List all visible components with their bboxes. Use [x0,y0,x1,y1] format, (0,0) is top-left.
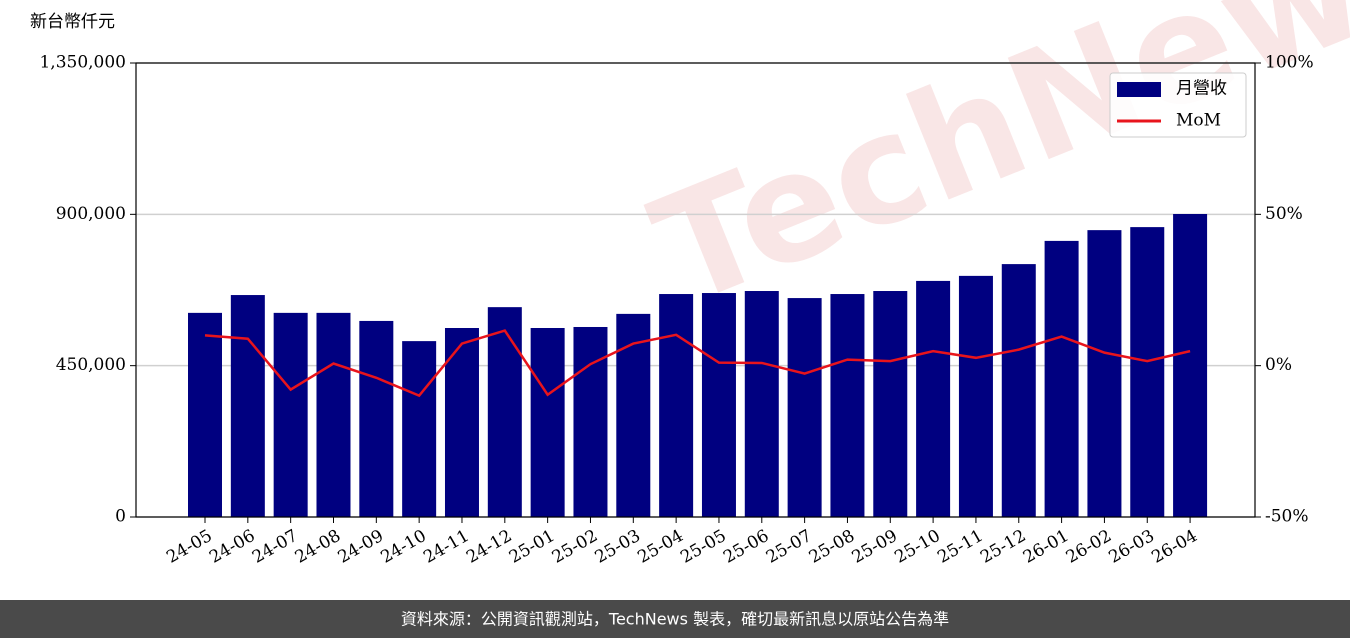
bar [1130,227,1165,517]
footer: 資料來源：公開資訊觀測站，TechNews 製表，確切最新訊息以原站公告為準 [401,610,949,629]
bar [1044,240,1079,517]
x-tick-label: 25-08 [806,526,858,568]
x-tick-label: 26-01 [1020,526,1072,568]
legend-label: MoM [1176,111,1221,131]
bar [530,328,565,517]
legend-swatch [1117,82,1161,97]
x-tick-label: 25-11 [934,526,986,568]
x-tick-label: 25-12 [977,526,1029,568]
bar [1173,213,1208,517]
x-tick-label: 24-05 [163,526,215,568]
bar [787,298,822,517]
line [204,329,1191,398]
bar [873,291,908,517]
y2-tick-label: 0% [1265,355,1292,375]
x-tick-label: 25-06 [720,526,772,568]
bar [316,312,351,517]
y2-tick-label: 100% [1265,53,1314,73]
y-tick-label: 900,000 [56,204,126,224]
x-tick-label: 24-12 [463,526,515,568]
footer-bar [0,600,1350,638]
bar [444,328,479,517]
bar [230,295,265,517]
bar [573,326,608,517]
y-tick-label: 1,350,000 [39,53,126,73]
bar [659,294,694,517]
bar [1001,264,1036,517]
x-tick-label: 26-02 [1063,526,1115,568]
y2-tick-label: 50% [1265,204,1303,224]
x-tick-label: 25-07 [763,526,815,568]
y-tick-label: 450,000 [56,355,126,375]
x-tick-label: 25-10 [891,526,943,568]
bar [958,275,993,517]
bar [273,312,308,517]
y-tick-label: 0 [115,507,126,527]
plot-frame [135,62,1256,518]
legend-label: 月營收 [1176,79,1227,99]
x-tick-label: 25-02 [549,526,601,568]
x-tick-label: 26-03 [1106,526,1158,568]
bar [359,320,394,517]
bar [830,294,865,517]
bar [916,280,951,517]
y2-tick-label: -50% [1265,507,1309,527]
x-tick-label: 25-04 [634,526,686,568]
x-tick-label: 24-10 [377,526,429,568]
x-tick-label: 25-01 [506,526,558,568]
x-tick-label: 24-11 [420,526,472,568]
bar [487,307,522,517]
x-tick-label: 24-07 [249,526,301,568]
x-tick-label: 24-09 [335,526,387,568]
x-tick-label: 24-08 [292,526,344,568]
x-tick-label: 25-09 [849,526,901,568]
x-tick-label: 24-06 [206,526,258,568]
bar [1087,230,1122,517]
unit-label: 新台幣仟元 [30,12,115,32]
x-tick-label: 25-05 [677,526,729,568]
x-tick-label: 25-03 [592,526,644,568]
bar [701,293,736,517]
bar [188,312,222,517]
x-tick-label: 26-04 [1148,526,1200,568]
bar [402,341,437,517]
bar [744,291,779,517]
